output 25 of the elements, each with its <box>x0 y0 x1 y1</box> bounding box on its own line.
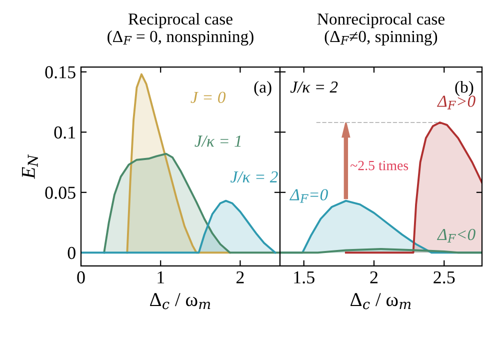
annotation: ~2.5 times <box>350 160 408 170</box>
series-label: J/κ = 1 <box>194 136 241 147</box>
x-tick-label: 2 <box>236 271 244 284</box>
y-tick-label: 0.05 <box>45 186 76 199</box>
annotation: (a) <box>254 80 272 96</box>
chart-title: Reciprocal case (Δ$_{F}$ = 0, nonspinning) <box>108 12 254 46</box>
series-label: Δ$_{F}$>0 <box>437 96 476 110</box>
x-tick-label: 2.5 <box>434 271 455 284</box>
x-tick-label: 2 <box>370 271 378 284</box>
x-axis-title: Δ$_{c}$ / ω$_{m}$ <box>350 293 411 310</box>
annotation: J/κ = 2 <box>290 82 338 93</box>
y-tick-label: 0 <box>68 246 76 260</box>
chart-title: Nonreciprocal case (Δ$_{F}$≠0, spinning) <box>317 12 445 46</box>
x-tick-label: 1.5 <box>294 271 314 284</box>
series-label: J/κ = 2 <box>230 171 278 183</box>
x-axis-title: Δ$_{c}$ / ω$_{m}$ <box>150 293 210 310</box>
x-tick-label: 0 <box>77 271 85 284</box>
y-tick-label: 0.1 <box>54 126 76 139</box>
x-tick-label: 1 <box>158 271 164 284</box>
y-tick-label: 0.15 <box>45 66 76 78</box>
y-axis-title: E$_{N}$ <box>22 154 38 179</box>
series-label: Δ$_{F}$=0 <box>290 189 328 203</box>
series-label: Δ$_{F}$<0 <box>437 228 476 243</box>
annotation: (b) <box>455 80 474 96</box>
text: J = 0 <box>190 92 226 104</box>
